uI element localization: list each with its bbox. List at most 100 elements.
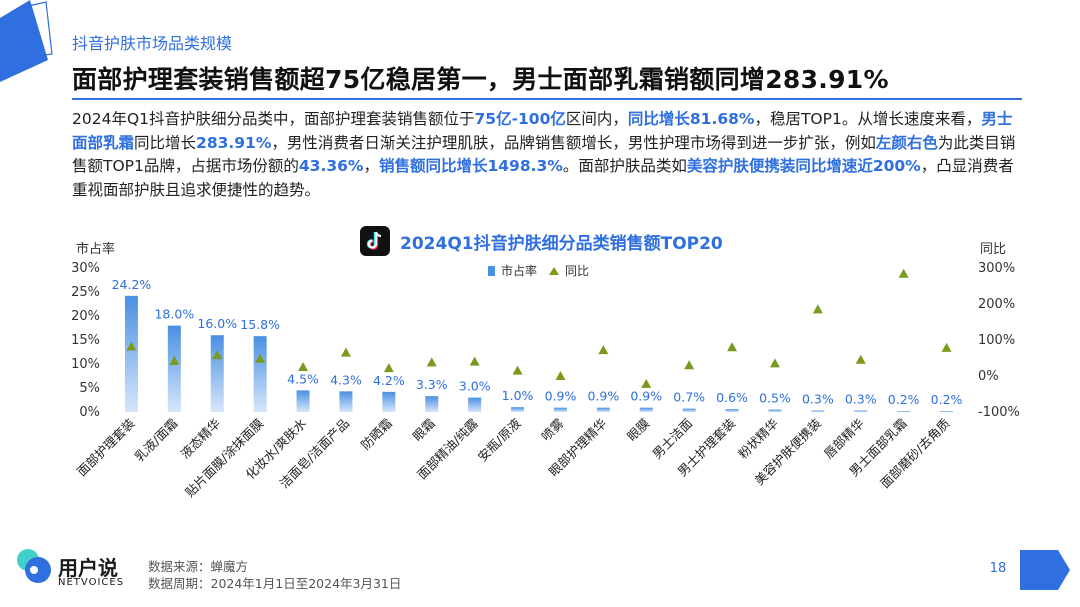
summary-paragraph: 2024年Q1抖音护肤细分品类中，面部护理套装销售额位于75亿-100亿区间内，… (72, 110, 1016, 199)
bar (339, 391, 353, 412)
tiktok-icon (360, 226, 390, 256)
left-tick-label: 15% (71, 333, 100, 348)
yoy-marker (298, 362, 309, 371)
yoy-marker (812, 304, 823, 314)
left-tick-label: 20% (71, 309, 100, 324)
bar-value-label: 15.8% (240, 317, 280, 332)
yoy-marker (383, 363, 394, 373)
highlight-portable: 美容护肤便携装同比增速近200% (686, 157, 921, 175)
yoy-marker (684, 360, 695, 370)
left-axis-title: 市占率 (76, 242, 116, 257)
category-label: 眼霜 (410, 416, 438, 444)
bar-value-label: 4.3% (330, 372, 362, 387)
highlight-brand-growth: 销售额同比增长1498.3% (378, 157, 563, 175)
bar-value-label: 0.3% (845, 392, 877, 407)
bar-value-label: 3.0% (459, 379, 491, 394)
bar (511, 407, 525, 412)
bar (811, 410, 825, 412)
page-corner-decoration (1020, 550, 1070, 590)
bar (167, 325, 181, 412)
right-tick-label: -100% (978, 405, 1020, 420)
category-label: 喷雾 (538, 415, 567, 444)
bar-value-label: 24.2% (112, 277, 152, 292)
bar-value-label: 18.0% (154, 307, 194, 322)
netvoices-logo-icon (17, 549, 51, 583)
highlight-range: 75亿-100亿 (474, 110, 566, 128)
yoy-marker (426, 357, 437, 367)
category-label: 眼膜 (624, 416, 652, 444)
chart-title: 2024Q1抖音护肤细分品类销售额TOP20 (400, 233, 723, 254)
bar (897, 411, 911, 413)
chart-legend: 市占率 同比 (488, 262, 589, 279)
yoy-marker (512, 365, 523, 375)
left-tick-label: 5% (79, 381, 100, 396)
bar-value-label: 1.0% (502, 388, 534, 403)
category-label: 乳液/面霜 (132, 416, 181, 465)
bar-value-label: 0.5% (759, 391, 791, 406)
section-subtitle: 抖音护肤市场品类规模 (72, 34, 233, 53)
highlight-share: 43.36% (298, 157, 364, 175)
highlight-men-cream: 男士面部乳霜 (72, 110, 1013, 152)
bar-value-label: 0.3% (802, 392, 834, 407)
category-label: 贴片面膜/涂抹面膜 (182, 416, 266, 500)
bar-value-label: 4.2% (373, 373, 405, 388)
bar (425, 396, 439, 412)
bar-value-label: 3.3% (416, 377, 448, 392)
yoy-marker (769, 358, 780, 368)
bar (854, 410, 868, 412)
page-number: 18 (989, 560, 1007, 576)
logo-subtitle: NETVOICES (58, 577, 125, 588)
bar (596, 407, 610, 412)
legend-yoy-label: 同比 (565, 264, 590, 278)
data-period: 数据周期：2024年1月1日至2024年3月31日 (148, 576, 402, 591)
bar (553, 407, 567, 412)
bar-value-label: 0.9% (545, 389, 577, 404)
yoy-marker (469, 356, 480, 366)
left-tick-label: 0% (79, 405, 100, 420)
legend-bar-swatch (488, 265, 495, 276)
bar (468, 397, 482, 412)
left-tick-label: 10% (71, 357, 100, 372)
bar (725, 409, 739, 412)
right-tick-label: 100% (978, 333, 1015, 348)
category-label: 安瓶/原液 (475, 415, 524, 464)
bar (639, 407, 653, 412)
page-title: 面部护理套装销售额超75亿稳居第一，男士面部乳霜销额同增283.91% (72, 65, 889, 94)
yoy-marker (212, 350, 223, 360)
bar-value-label: 4.5% (287, 371, 319, 386)
bar-value-label: 0.2% (931, 392, 963, 407)
bar (253, 336, 267, 412)
legend-triangle-swatch (549, 266, 560, 275)
bar-value-label: 0.9% (630, 389, 662, 404)
bar-value-label: 0.2% (888, 392, 920, 407)
chart-header: 2024Q1抖音护肤细分品类销售额TOP20 (360, 224, 723, 258)
bar (682, 408, 696, 412)
left-tick-label: 30% (71, 261, 100, 276)
right-axis-title: 同比 (980, 242, 1007, 257)
bar-value-label: 16.0% (197, 316, 237, 331)
left-tick-label: 25% (71, 285, 100, 300)
legend-share-label: 市占率 (501, 264, 538, 278)
bar-value-label: 0.6% (716, 390, 748, 405)
corner-decoration (0, 0, 53, 82)
yoy-marker (255, 353, 266, 363)
yoy-marker (169, 355, 180, 365)
yoy-marker (898, 268, 909, 278)
highlight-brand: 左颜右色 (875, 133, 938, 152)
bar (296, 390, 310, 412)
right-tick-label: 0% (978, 369, 999, 384)
yoy-marker (340, 347, 351, 357)
category-label: 面部护理套装 (74, 416, 138, 480)
bar (940, 411, 954, 413)
highlight-growth: 同比增长81.68% (627, 110, 755, 128)
data-source: 数据来源：蝉魔方 (148, 559, 249, 574)
title-divider (72, 98, 1022, 100)
bar-value-label: 0.9% (587, 389, 619, 404)
right-tick-label: 300% (978, 261, 1015, 276)
yoy-marker (941, 342, 952, 352)
yoy-marker (126, 341, 137, 351)
bar (382, 391, 396, 412)
logo-name: 用户说 (58, 556, 118, 580)
bar (210, 335, 224, 412)
